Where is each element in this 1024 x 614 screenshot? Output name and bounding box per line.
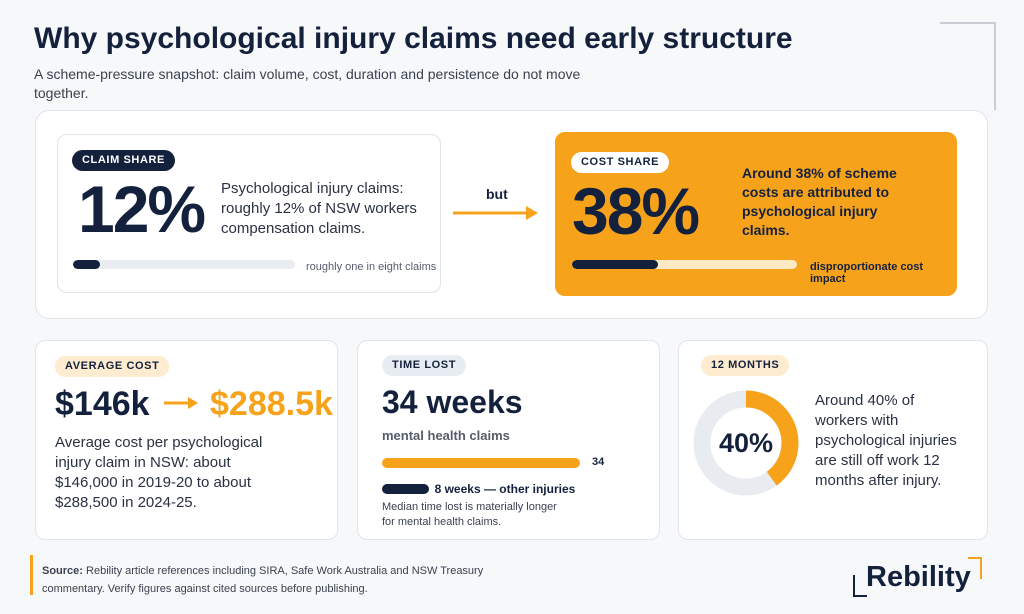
description: Average cost per psychological injury cl…	[55, 434, 263, 511]
bar-fill	[572, 260, 658, 269]
cost-share-card: COST SHARE 38% Around 38% of scheme cost…	[555, 132, 957, 296]
tag: 12 MONTHS	[701, 355, 790, 376]
tag: TIME LOST	[382, 355, 467, 376]
tag: CLAIM SHARE	[72, 150, 175, 171]
subhead: mental health claims	[382, 428, 510, 443]
donut-arc	[693, 390, 799, 496]
corner-decoration	[940, 22, 996, 110]
bar-note: disproportionate cost impact	[810, 261, 924, 285]
description: Around 38% of scheme costs are attribute…	[742, 165, 897, 238]
donut	[693, 390, 799, 496]
description: Around 40% of workers with psychological…	[815, 392, 957, 489]
connector: but	[486, 186, 508, 202]
logo-bracket	[853, 575, 867, 597]
tag: AVERAGE COST	[55, 356, 170, 377]
arrow	[164, 397, 198, 409]
bar-label: 8 weeks — other injuries	[434, 482, 576, 496]
bar	[382, 458, 580, 468]
from-value: $146k	[55, 385, 150, 423]
logo-bracket	[968, 557, 982, 579]
time-lost-card: TIME LOST 34 weeks mental health claims …	[357, 340, 660, 540]
big-value: 38%	[572, 174, 700, 248]
to-value: $288.5k	[210, 385, 333, 423]
bar-fill	[73, 260, 100, 269]
title: Why psychological injury claims need ear…	[34, 22, 793, 55]
subtitle: A scheme-pressure snapshot: claim volume…	[34, 66, 581, 101]
logo: Rebility	[866, 561, 971, 593]
source-label: Source:	[42, 565, 83, 577]
description: Psychological injury claims: roughly 12%…	[221, 180, 417, 237]
source-accent	[30, 555, 33, 595]
big-value: 12%	[78, 172, 206, 246]
bar-track	[73, 260, 295, 269]
average-cost-card: AVERAGE COST $146k $288.5k Average cost …	[35, 340, 338, 540]
bar	[382, 484, 429, 494]
source-text: Rebility article references including SI…	[42, 565, 484, 595]
source: Source: Rebility article references incl…	[42, 562, 487, 598]
headline: 34 weeks	[382, 384, 523, 420]
bar-note: roughly one in eight claims	[306, 261, 437, 273]
claim-share-card: CLAIM SHARE 12% Psychological injury cla…	[57, 134, 441, 293]
bar-label: 34	[592, 456, 605, 468]
tag: COST SHARE	[571, 152, 670, 173]
arrow	[453, 206, 538, 220]
bar-track	[572, 260, 797, 269]
note: Median time lost is materially longer fo…	[382, 501, 557, 528]
donut-label: 40%	[718, 428, 774, 458]
twelve-months-card: 12 MONTHS 40% Around 40% of workers with…	[678, 340, 988, 540]
